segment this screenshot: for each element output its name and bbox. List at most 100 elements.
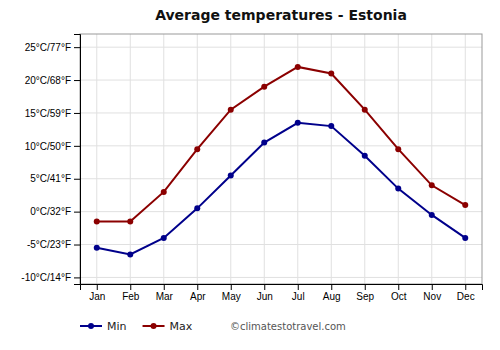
grid-line: [465, 34, 466, 284]
x-tick-mark: [97, 284, 98, 290]
x-tick-label: Jun: [257, 291, 273, 302]
x-tick: Oct: [391, 284, 407, 302]
point: [228, 107, 234, 113]
plot-frame: [80, 34, 482, 284]
x-tick-label: Jul: [292, 291, 305, 302]
point: [94, 219, 100, 225]
y-tick-label: 0°C/32°F: [30, 206, 71, 217]
x-tick-label: May: [222, 291, 241, 302]
point: [295, 64, 301, 70]
plot: Jan Feb Mar Apr May Jun Jul Aug Sep Oct Nov Dec -10°…: [21, 34, 482, 302]
x-tick-label: Feb: [122, 291, 140, 302]
x-axis-line: [81, 285, 483, 291]
annotation: ©climatestotravel.com: [230, 321, 346, 332]
x-tick-label: Aug: [323, 291, 341, 302]
grid-line: [80, 244, 482, 245]
title: Average temperatures - Estonia: [155, 7, 407, 23]
legend-label: Min: [107, 320, 127, 333]
grid-line: [80, 178, 482, 179]
point: [194, 146, 200, 152]
point: [127, 251, 133, 257]
x-tick-mark: [164, 284, 165, 290]
chart: Jan Feb Mar Apr May Jun Jul Aug Sep Oct Nov Dec -10°…: [0, 0, 500, 350]
x-tick-label: Apr: [190, 291, 206, 302]
grid-line: [80, 277, 482, 278]
x-tick-mark: [331, 284, 332, 290]
point: [462, 202, 468, 208]
legend-item: Max: [143, 320, 193, 333]
legend: Min Max: [80, 320, 193, 333]
x-tick: Nov: [423, 284, 441, 302]
point: [295, 120, 301, 126]
y-tick: -5°C/23°F: [27, 239, 80, 250]
x-tick-mark: [365, 284, 366, 290]
grid-line: [80, 112, 482, 113]
y-tick-label: 25°C/77°F: [25, 42, 71, 53]
x-tick-mark: [130, 284, 131, 290]
point: [362, 107, 368, 113]
point: [127, 219, 133, 225]
x-tick-mark: [264, 284, 265, 290]
y-tick-mark: [74, 146, 80, 147]
y-tick: 15°C/59°F: [25, 108, 80, 119]
x-tick-mark: [432, 284, 433, 290]
grid-line: [364, 34, 365, 284]
legend-marker: [88, 323, 94, 329]
point: [261, 140, 267, 146]
y-tick-label: 15°C/59°F: [25, 108, 71, 119]
x-axis: Jan Feb Mar Apr May Jun Jul Aug Sep Oct Nov Dec: [81, 284, 483, 302]
x-tick: Jan: [89, 284, 105, 302]
point: [395, 146, 401, 152]
x-tick: Apr: [190, 284, 206, 302]
grid-line: [197, 34, 198, 284]
legend-marker: [151, 323, 157, 329]
point: [194, 205, 200, 211]
x-tick: Jul: [292, 284, 305, 302]
x-tick-mark: [231, 284, 232, 290]
x-tick-mark: [298, 284, 299, 290]
x-tick: Feb: [122, 284, 140, 302]
y-tick-mark: [74, 245, 80, 246]
x-tick-mark: [197, 284, 198, 290]
x-tick-label: Mar: [156, 291, 174, 302]
y-tick: 0°C/32°F: [30, 206, 80, 217]
x-tick-label: Sep: [356, 291, 374, 302]
x-tick: Dec: [457, 284, 475, 302]
x-tick: Mar: [156, 284, 174, 302]
grid-line: [297, 34, 298, 284]
grid-line: [130, 34, 131, 284]
grid-line: [80, 47, 482, 48]
y-tick-mark: [74, 113, 80, 114]
y-tick-label: 10°C/50°F: [25, 141, 71, 152]
point: [94, 245, 100, 251]
grid-line: [230, 34, 231, 284]
point: [228, 172, 234, 178]
y-tick-mark: [74, 179, 80, 180]
x-tick: Sep: [356, 284, 374, 302]
x-tick-mark: [398, 284, 399, 290]
x-tick-label: Dec: [457, 291, 475, 302]
point: [161, 235, 167, 241]
y-tick-mark: [74, 47, 80, 48]
y-tick: -10°C/14°F: [21, 272, 80, 283]
series-line: [97, 123, 466, 255]
x-tick-label: Oct: [391, 291, 407, 302]
y-axis-line: [74, 35, 81, 285]
y-tick-label: -5°C/23°F: [27, 239, 71, 250]
y-tick-mark: [74, 277, 80, 278]
grid-line: [431, 34, 432, 284]
grid-line: [163, 34, 164, 284]
y-tick: 20°C/68°F: [25, 75, 80, 86]
y-tick-label: 20°C/68°F: [25, 75, 71, 86]
point: [161, 189, 167, 195]
series-line: [97, 67, 466, 222]
point: [328, 123, 334, 129]
point: [261, 84, 267, 90]
x-tick-label: Jan: [89, 291, 105, 302]
x-tick: Aug: [323, 284, 341, 302]
point: [328, 70, 334, 76]
y-tick-label: 5°C/41°F: [30, 173, 71, 184]
y-tick-mark: [74, 212, 80, 213]
grid-line: [80, 80, 482, 81]
grid-line: [80, 145, 482, 146]
